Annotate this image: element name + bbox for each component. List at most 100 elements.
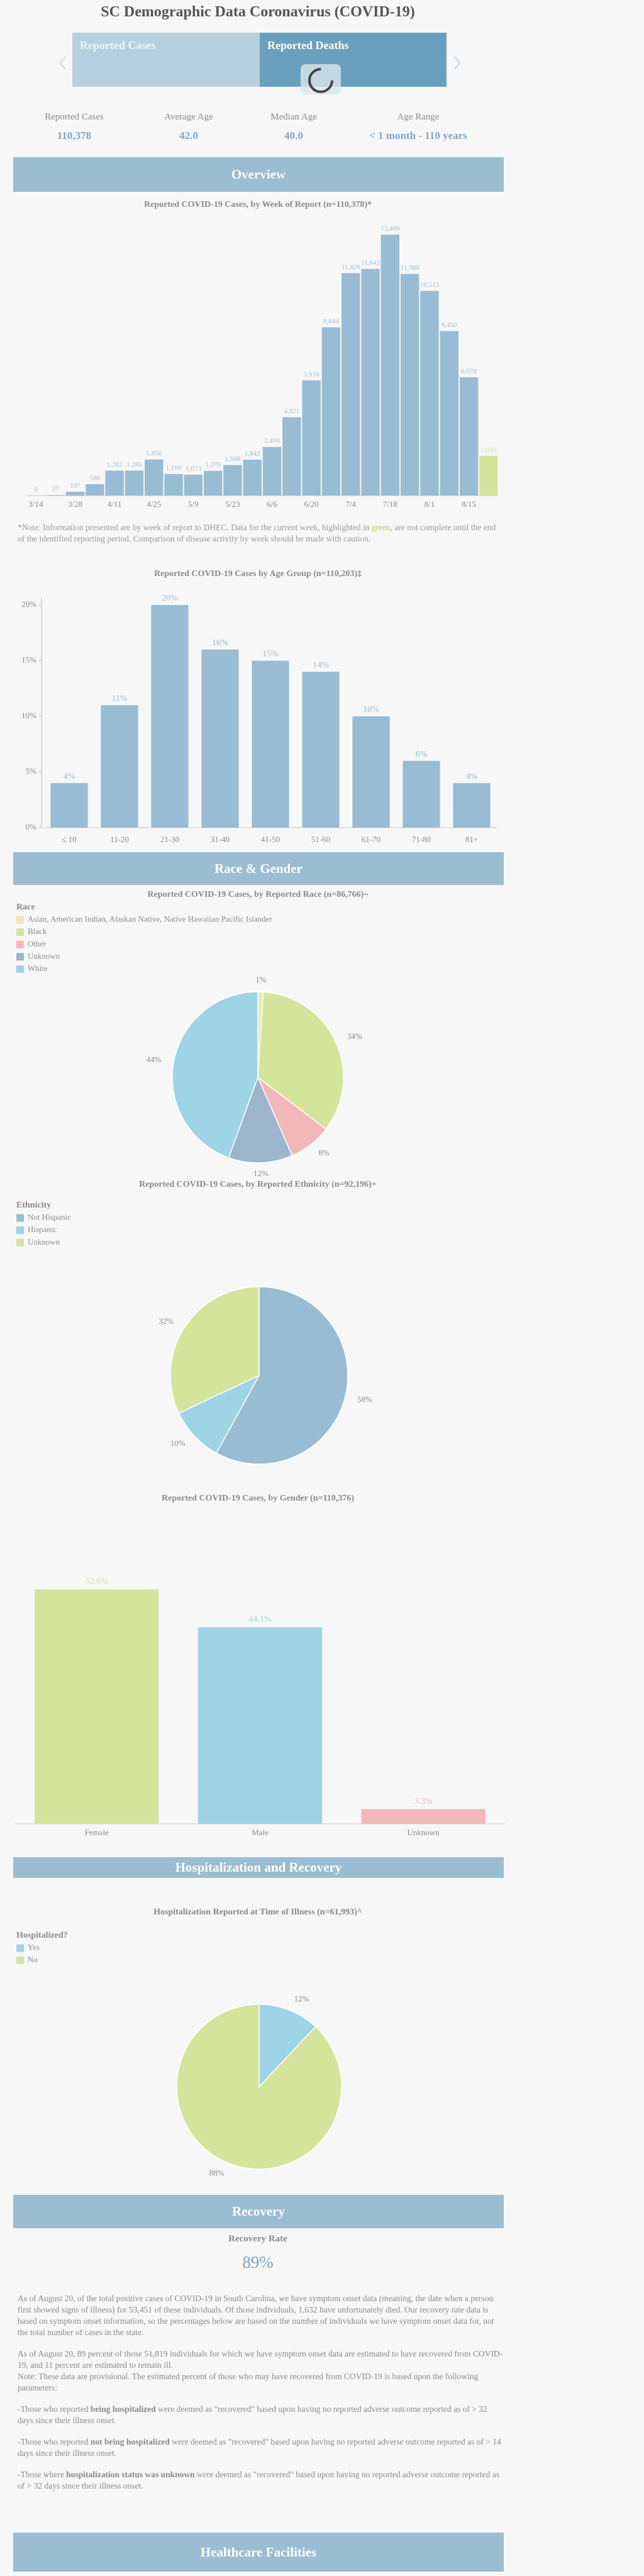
bar [352, 716, 390, 828]
next-arrow[interactable] [454, 56, 461, 70]
legend-swatch [16, 1238, 24, 1246]
bar [282, 417, 301, 496]
bar [223, 465, 242, 496]
value-label: 1,856 [146, 450, 162, 457]
bar [65, 491, 85, 496]
bar [151, 605, 189, 828]
legend-label: Asian, American Indian, Alaskan Native, … [28, 914, 272, 924]
tab[interactable]: Reported Cases [72, 33, 260, 87]
value-label: 1,842 [245, 450, 260, 458]
value-label: 4,021 [284, 408, 299, 415]
pie-slice [228, 1075, 293, 1163]
stat-label: Average Age [164, 112, 213, 122]
value-label: 11,643 [361, 259, 380, 267]
legend-title: Race [16, 902, 35, 912]
value-label: 11% [111, 694, 127, 704]
value-label: 6% [416, 750, 428, 759]
slice-label: 58% [357, 1395, 372, 1404]
slice-label: 10% [170, 1438, 186, 1448]
value-label: 1,285 [126, 461, 142, 469]
bar [164, 474, 183, 496]
pie-slice [216, 1286, 348, 1465]
tab-active[interactable]: Reported Deaths [260, 33, 447, 87]
bar [35, 1589, 159, 1824]
slice-label: 34% [347, 1031, 362, 1041]
stat-label: Median Age [270, 112, 317, 122]
recovery-value: 89% [242, 2253, 274, 2272]
bar [459, 377, 479, 496]
slice-label: 12% [253, 1169, 269, 1178]
bar [321, 327, 341, 496]
bar [341, 273, 360, 496]
section-header: Healthcare Facilities [13, 2533, 504, 2572]
legend-swatch [16, 1957, 24, 1965]
legend-title: Hospitalized? [16, 1931, 68, 1940]
slice-label: 1% [255, 975, 267, 984]
y-tick-label: 15% [21, 655, 36, 664]
value-label: 1,108 [166, 464, 182, 472]
x-tick-label: 61-70 [362, 835, 380, 844]
paragraph: -Those where hospitalization status was … [18, 2469, 503, 2492]
prev-arrow[interactable] [59, 56, 66, 70]
spinner-ring [308, 68, 333, 93]
legend-label: Unknown [28, 951, 60, 960]
paragraph: As of August 20, of the total positive c… [18, 2294, 494, 2337]
pie-slice [172, 991, 258, 1158]
x-tick-label: 31-40 [211, 835, 230, 844]
value-label: 1,568 [225, 455, 241, 463]
slice-label: 12% [294, 1994, 309, 2003]
value-label: 14% [313, 660, 329, 670]
x-tick-label: 5/23 [225, 499, 240, 509]
legend-swatch [16, 953, 24, 961]
bar [46, 495, 65, 496]
slice-label: 8% [318, 1148, 330, 1157]
bar [420, 291, 439, 496]
stat-value: 40.0 [284, 130, 303, 142]
bold-text: hospitalization status was unknown [66, 2470, 195, 2479]
bar [302, 672, 340, 828]
value-label: 4% [64, 772, 75, 781]
x-tick-label: 4/25 [147, 499, 161, 509]
bar [440, 331, 458, 496]
pie-slice [176, 2004, 342, 2170]
value-label: 10% [363, 705, 379, 714]
page-title: SC Demographic Data Coronavirus (COVID-1… [101, 4, 415, 20]
x-tick-label: Unknown [408, 1828, 440, 1837]
bar [302, 380, 321, 496]
text: were deemed as "recovered" based upon ha… [18, 2404, 487, 2425]
legend-swatch [16, 965, 24, 973]
value-label: 16% [212, 638, 228, 648]
stat-value: 110,378 [57, 130, 92, 142]
bar [105, 470, 124, 496]
x-tick-label: 71-80 [412, 835, 431, 844]
slice-label: 44% [147, 1055, 162, 1064]
value-label: 44.1% [248, 1615, 272, 1624]
x-tick-label: 3/28 [68, 499, 82, 509]
pie-slice [170, 1286, 260, 1414]
value-label: 6 [34, 486, 38, 493]
x-tick-label: 8/1 [425, 499, 435, 509]
x-tick-label: 81+ [465, 835, 478, 844]
pie-slice [257, 991, 344, 1130]
value-label: 2,498 [264, 437, 280, 445]
x-tick-label: 6/6 [267, 499, 277, 509]
note-text: , are not complete until the end of the … [18, 523, 496, 543]
legend-swatch [16, 1226, 24, 1235]
paragraph: -Those who reported being hospitalized w… [18, 2404, 503, 2426]
x-tick-label: 11-20 [110, 835, 129, 844]
bar [252, 660, 289, 828]
stat-label: Reported Cases [45, 112, 104, 122]
legend-label: Unknown [28, 1237, 60, 1246]
value-label: 11,388 [401, 264, 419, 272]
x-tick-label: 7/4 [345, 499, 356, 509]
value-label: 10,513 [420, 281, 440, 289]
value-label: 3.3% [414, 1797, 433, 1806]
x-tick-label: 5/9 [188, 499, 199, 509]
bar [402, 760, 440, 828]
value-label: 1,282 [107, 461, 123, 469]
stat-value: 42.0 [179, 130, 198, 142]
text: were deemed as "recovered" based upon ha… [18, 2437, 501, 2458]
value-label: 20% [162, 594, 178, 603]
